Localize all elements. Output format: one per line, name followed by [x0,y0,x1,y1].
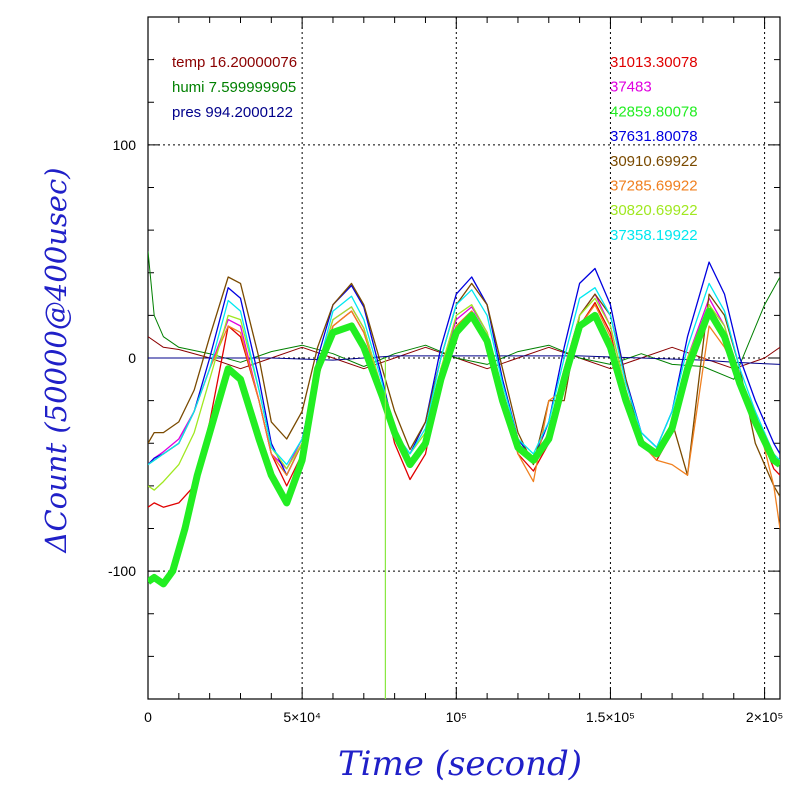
series-line [148,251,780,380]
x-axis-label: Time (second) [338,744,582,784]
y-tick-label: -100 [108,563,136,579]
y-tick-label: 0 [128,350,136,366]
series-legend-label: 31013.30078 [610,54,698,71]
series-legend-label: 37285.69922 [610,178,698,195]
tick-labels: 0 5×10⁴ 10⁵ 1.5×10⁵ 2×10⁵ -100 0 100 [108,137,783,725]
x-tick-label: 5×10⁴ [283,709,321,725]
series-line [148,355,780,365]
series-legend-label: 30910.69922 [610,153,698,170]
series-line [148,307,780,588]
env-legend-label: pres 994.2000122 [172,104,293,121]
series-legend-label: 37358.19922 [610,227,698,244]
x-tick-label: 2×10⁵ [746,709,783,725]
series-legend-label: 37483 [610,79,652,96]
y-axis-label: ΔCount (50000@400usec) [39,167,73,553]
series-line [148,282,780,466]
x-tick-label: 10⁵ [446,709,467,725]
series-legend-label: 42859.80078 [610,103,698,120]
series-legend-label: 30820.69922 [610,202,698,219]
series-legend-label: 37631.80078 [610,128,698,145]
x-tick-label: 1.5×10⁵ [586,709,635,725]
x-tick-label: 0 [144,709,152,725]
series-legend: 31013.30078 37483 42859.80078 37631.80078 30… [610,54,698,244]
env-legend: temp 16.20000076 humi 7.599999905 pres 994… [172,54,297,121]
env-legend-label: humi 7.599999905 [172,79,296,96]
env-legend-label: temp 16.20000076 [172,54,297,71]
y-tick-label: 100 [113,137,137,153]
series-line [148,304,780,529]
series-lines [148,251,780,699]
